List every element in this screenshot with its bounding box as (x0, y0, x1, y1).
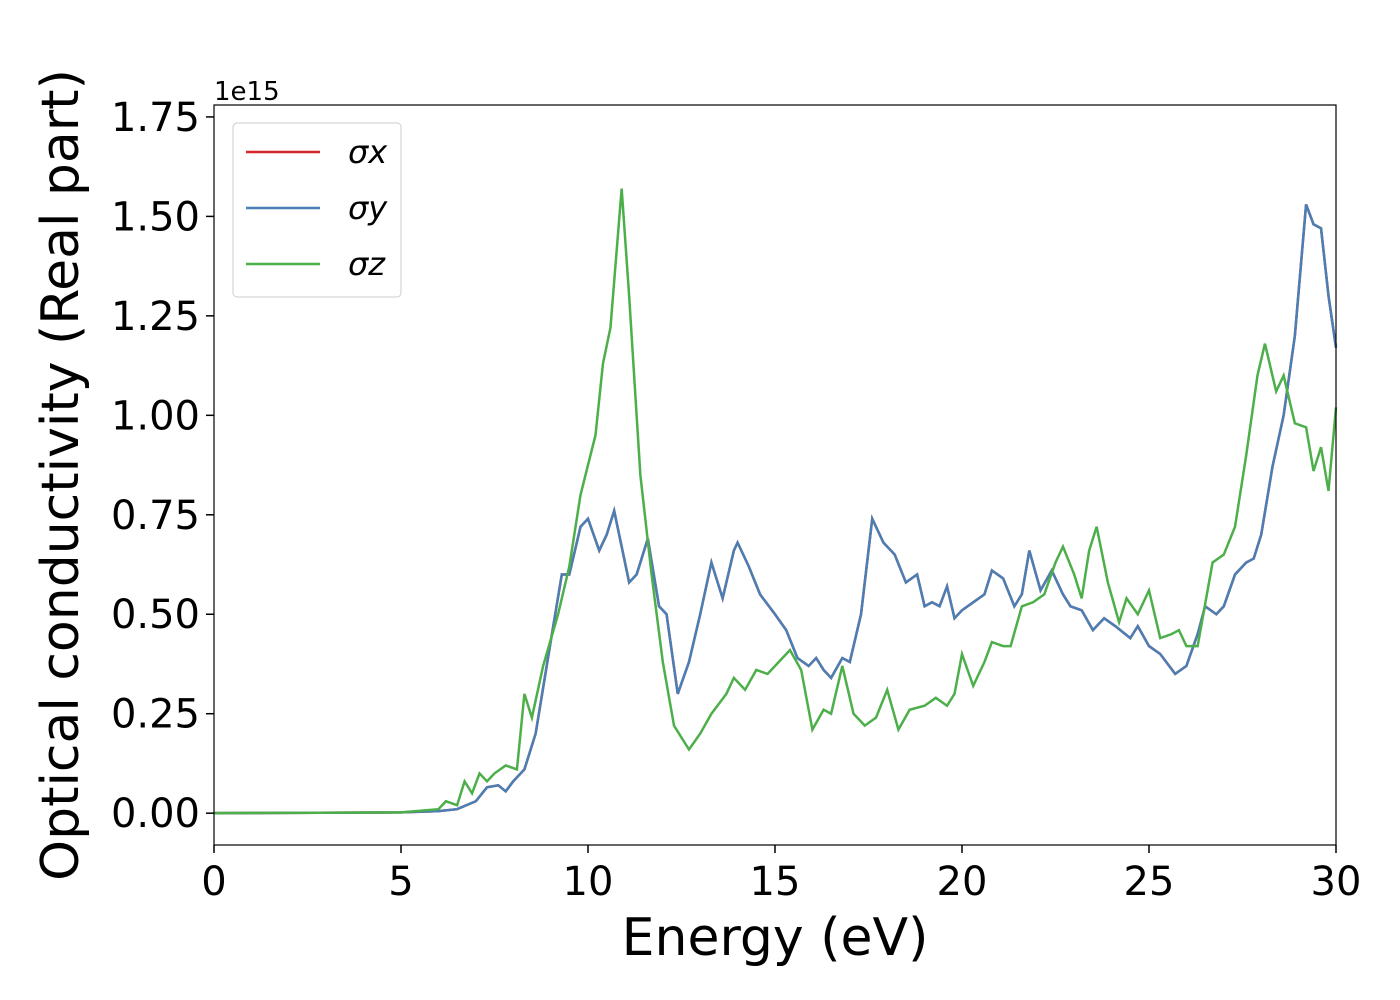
x-tick-label: 20 (937, 859, 988, 905)
y-tick-label: 1.25 (111, 294, 200, 340)
x-tick-label: 0 (201, 859, 226, 905)
y-tick-label: 0.50 (111, 592, 200, 638)
y-tick-label: 0.00 (111, 791, 200, 837)
legend-label: σy (348, 189, 388, 227)
x-tick-label: 15 (750, 859, 801, 905)
series-line (213, 204, 1338, 815)
y-offset-label: 1e15 (214, 77, 280, 107)
legend-label: σx (348, 133, 388, 171)
legend-box (232, 122, 402, 298)
y-tick-label: 0.25 (111, 692, 200, 738)
y-tick-label: 1.50 (111, 194, 200, 240)
y-tick-label: 1.00 (111, 393, 200, 439)
x-tick-label: 10 (563, 859, 614, 905)
x-tick-label: 5 (388, 859, 413, 905)
legend-label: σz (348, 245, 386, 283)
y-tick-label: 0.75 (111, 493, 200, 539)
y-tick-label: 1.75 (111, 95, 200, 141)
x-tick-label: 25 (1124, 859, 1175, 905)
series-line (213, 188, 1338, 815)
y-axis-label: Optical conductivity (Real part) (31, 69, 91, 881)
x-axis-label: Energy (eV) (622, 908, 929, 968)
x-tick-label: 30 (1311, 859, 1362, 905)
plot-frame (213, 104, 1337, 846)
